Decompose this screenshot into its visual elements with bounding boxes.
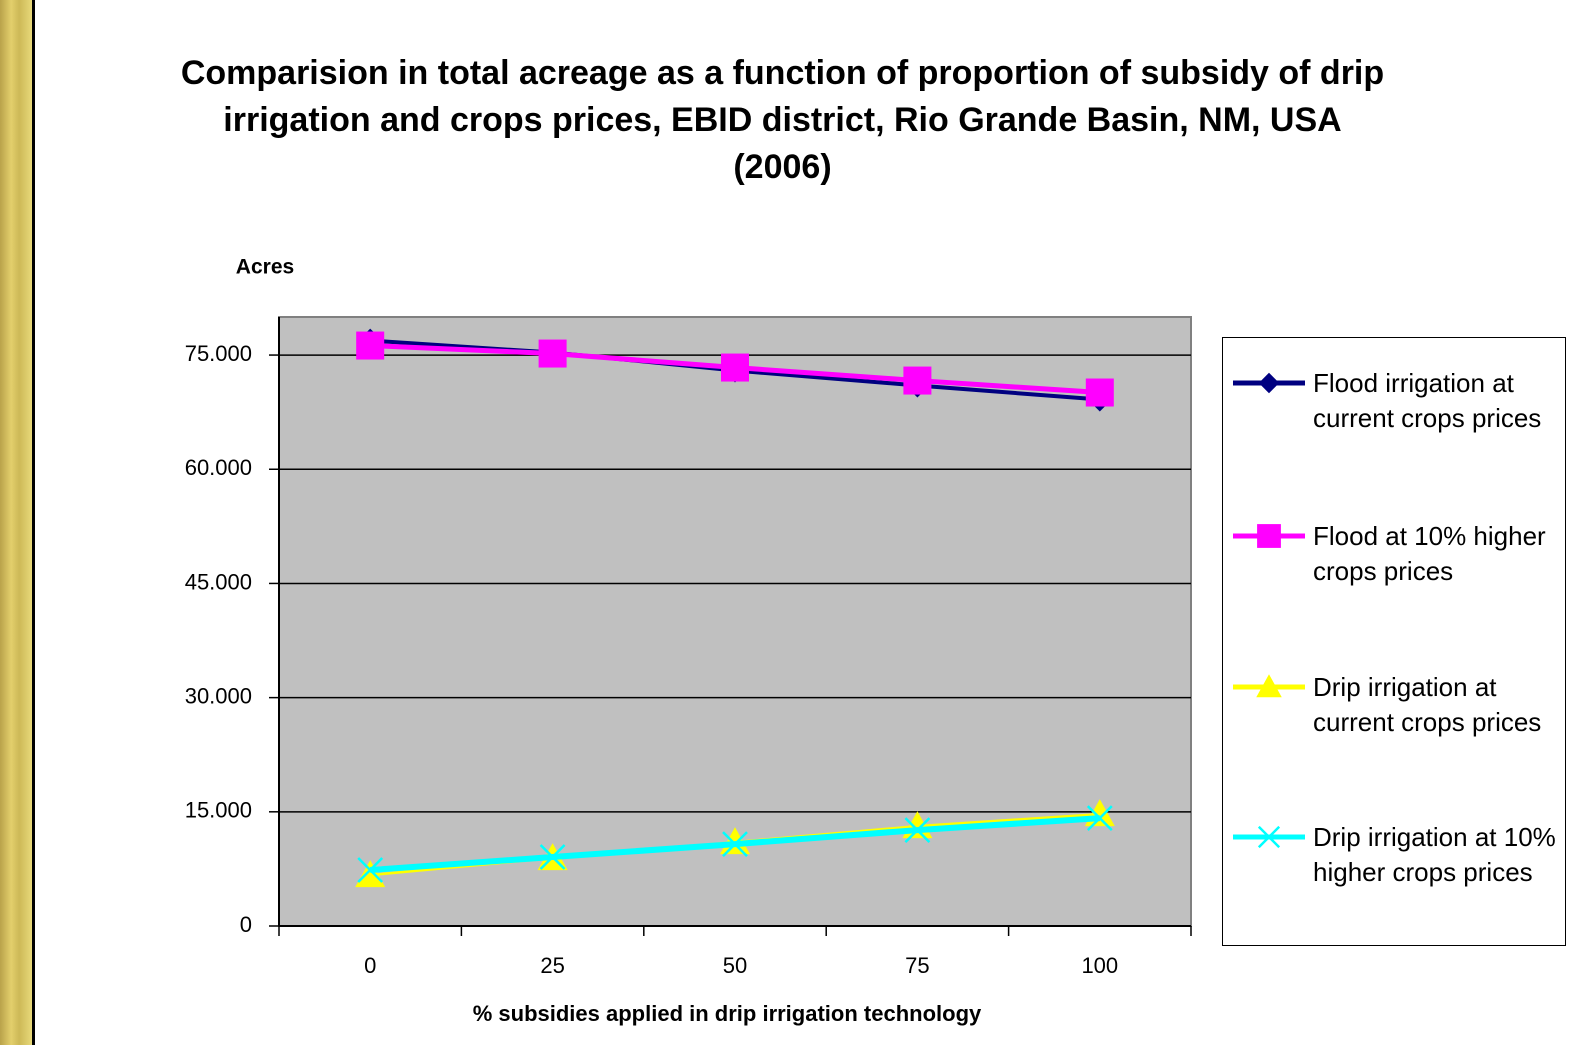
legend-label: Drip irrigation at 10% higher crops pric… bbox=[1313, 822, 1556, 887]
marker bbox=[722, 831, 748, 857]
legend-marker bbox=[1257, 825, 1281, 849]
x-tick-label: 0 bbox=[364, 953, 376, 978]
y-tick-label: 30.000 bbox=[185, 683, 252, 708]
legend-label: Flood at 10% higher crops prices bbox=[1313, 521, 1546, 586]
y-tick-label: 15.000 bbox=[185, 798, 252, 823]
marker bbox=[903, 366, 932, 395]
marker bbox=[721, 353, 749, 382]
legend-swatch bbox=[1233, 674, 1305, 698]
legend-swatch bbox=[1233, 825, 1305, 849]
y-axis-title: Acres bbox=[236, 256, 294, 279]
y-tick-label: 0 bbox=[240, 912, 252, 937]
marker bbox=[357, 857, 384, 883]
marker bbox=[1085, 378, 1114, 407]
legend-label: Flood irrigation at current crops prices bbox=[1313, 368, 1542, 433]
legend-label: Drip irrigation at current crops prices bbox=[1313, 672, 1542, 737]
legend-marker bbox=[1257, 524, 1281, 548]
chart-title: Comparision in total acreage as a functi… bbox=[180, 54, 1385, 186]
x-tick-label: 100 bbox=[1081, 953, 1118, 978]
legend-marker bbox=[1256, 674, 1282, 698]
marker bbox=[355, 860, 386, 888]
x-tick-label: 50 bbox=[723, 953, 747, 978]
marker bbox=[1086, 805, 1113, 832]
legend-swatch bbox=[1233, 372, 1305, 394]
marker bbox=[904, 817, 931, 843]
legend-swatch bbox=[1233, 524, 1305, 548]
decor-strip bbox=[0, 0, 35, 1045]
marker bbox=[538, 339, 567, 368]
legend: Flood irrigation at current crops prices… bbox=[1222, 337, 1566, 946]
x-tick-label: 25 bbox=[540, 953, 564, 978]
marker bbox=[539, 844, 566, 870]
marker bbox=[356, 331, 385, 360]
x-axis-title: % subsidies applied in drip irrigation t… bbox=[473, 1001, 982, 1026]
y-tick-label: 60.000 bbox=[185, 455, 252, 480]
legend-marker bbox=[1258, 372, 1280, 394]
x-tick-label: 75 bbox=[905, 953, 929, 978]
y-tick-label: 45.000 bbox=[185, 569, 252, 594]
y-tick-label: 75.000 bbox=[185, 341, 252, 366]
